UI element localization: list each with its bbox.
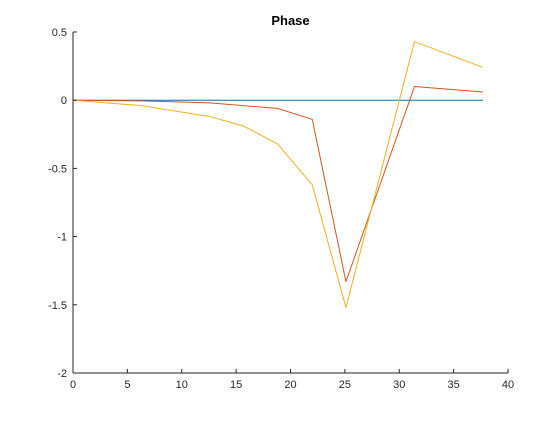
x-tick-label: 10 [176, 379, 188, 391]
series-line-2 [72, 86, 484, 283]
y-tick-label: 0.5 [52, 27, 67, 39]
x-tick-label: 40 [502, 379, 514, 391]
chart-title: Phase [271, 13, 309, 28]
plot-area [73, 32, 508, 373]
y-tick-label: 0 [61, 95, 67, 107]
x-tick-label: 20 [284, 379, 296, 391]
series-layer [72, 41, 484, 309]
y-tick-label: -1.5 [48, 300, 67, 312]
series-line-3 [72, 41, 484, 309]
y-tick-label: -2 [57, 368, 67, 380]
y-tick-label: -0.5 [48, 163, 67, 175]
axes-layer: 0 5 10 15 20 25 30 35 40 -2 -1.5 -1 -0.5 0 0.5 [48, 27, 514, 391]
x-tick-label: 25 [339, 379, 351, 391]
y-tick-label: -1 [57, 232, 67, 244]
x-tick-label: 30 [393, 379, 405, 391]
x-tick-label: 35 [448, 379, 460, 391]
x-tick-label: 5 [124, 379, 130, 391]
x-tick-label: 15 [230, 379, 242, 391]
x-tick-label: 0 [70, 379, 76, 391]
